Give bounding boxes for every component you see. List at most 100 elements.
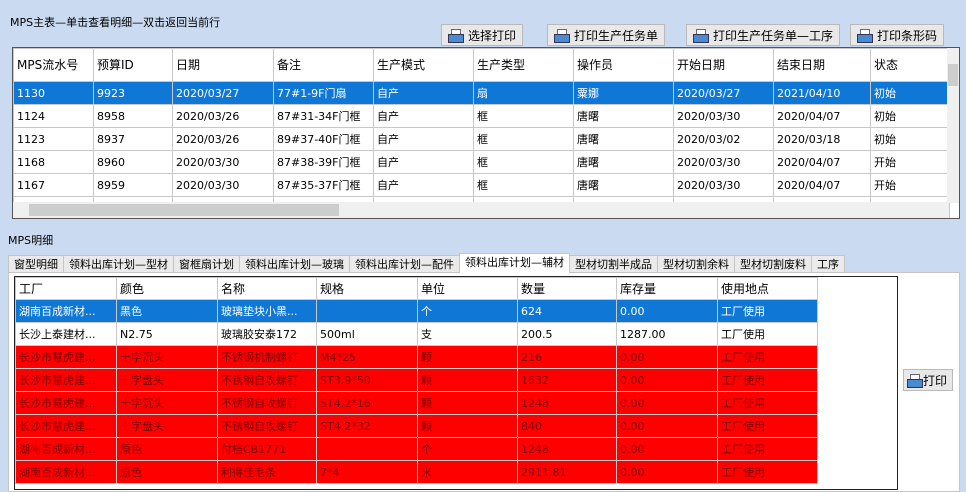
printer-icon: [907, 373, 923, 388]
table-cell: [316, 437, 418, 461]
column-header[interactable]: 状态: [870, 48, 950, 82]
table-cell: 唐曙: [573, 104, 674, 128]
table-row[interactable]: 湖南百成新材... 黑色 玻璃垫块小黑... 个 624 0.00 工厂使用: [15, 299, 818, 323]
table-cell: 不锈钢自攻螺钉: [217, 414, 317, 438]
table-cell: 自产: [373, 150, 474, 174]
tab[interactable]: 型材切割废料: [734, 255, 812, 273]
table-cell: 框: [473, 127, 574, 151]
column-header[interactable]: MPS流水号: [13, 48, 94, 82]
table-row[interactable]: 长沙市慧虎建... 十字盘头 不锈钢自攻螺钉 ST3.9*50 颗 1632 0.00 工厂使…: [15, 368, 818, 392]
table-cell: [316, 299, 418, 323]
table-row[interactable]: 长沙市慧虎建... 十字沉头 不锈钢机制螺钉 M4*25 颗 216 0.00 工厂使用: [15, 345, 818, 369]
table-cell: 原色: [116, 460, 218, 484]
button-label: 打印生产任务单—工序: [713, 28, 834, 43]
scroll-thumb[interactable]: [948, 64, 958, 86]
table-row[interactable]: 长沙上泰建材... N2.75 玻璃胶安泰172 500ml 支 200.5 1287.00…: [15, 322, 818, 346]
print-barcode-button[interactable]: 打印条形码: [850, 24, 945, 46]
column-header[interactable]: 单位: [417, 277, 518, 300]
column-header[interactable]: 日期: [172, 48, 274, 82]
tab[interactable]: 领料出库计划—配件: [349, 255, 460, 273]
table-cell: 自产: [373, 173, 474, 197]
printer-icon: [554, 28, 570, 43]
column-header[interactable]: 名称: [217, 277, 317, 300]
master-grid[interactable]: MPS流水号 预算ID 日期 备注 生产模式 生产类型 操作员 开始日期 结束日期 状态 1130 9…: [12, 47, 960, 219]
table-cell: 2020/03/30: [172, 150, 274, 174]
vertical-scrollbar[interactable]: [947, 48, 959, 203]
table-cell: 2020/03/30: [673, 173, 774, 197]
table-row[interactable]: 1123 8937 2020/03/26 89#37-40F门框 自产框唐曙 2020/0…: [13, 127, 950, 151]
table-cell: 不锈钢自攻螺钉: [217, 368, 317, 392]
column-header[interactable]: 操作员: [573, 48, 674, 82]
table-cell: 唐曙: [573, 127, 674, 151]
table-cell: 唐曙: [573, 150, 674, 174]
table-row[interactable]: 1124 8958 2020/03/26 87#31-34F门框 自产框唐曙 2020/0…: [13, 104, 950, 128]
table-cell: 湖南百成新材...: [15, 460, 117, 484]
detail-title: MPS明细: [8, 234, 54, 247]
table-cell: 长沙市慧虎建...: [15, 345, 117, 369]
table-row[interactable]: 长沙市慧虎建... 十字沉头 不锈钢自攻螺钉 ST4.2*16 颗 1248 0.00 工厂使…: [15, 391, 818, 415]
table-cell: 初始: [870, 127, 950, 151]
table-cell: 2020/04/07: [773, 150, 871, 174]
detail-grid[interactable]: 工厂 颜色 名称 规格 单位 数量 库存量 使用地点 湖南百成新材... 黑色 玻璃垫块小黑... 个…: [14, 276, 898, 490]
column-header[interactable]: 使用地点: [717, 277, 818, 300]
table-row[interactable]: 1130 9923 2020/03/27 77#1-9F门扇 自产扇粟娜 2020/03/…: [13, 81, 950, 105]
table-cell: M4*25: [316, 345, 418, 369]
tab[interactable]: 窗框扇计划: [173, 255, 240, 273]
table-cell: 工厂使用: [717, 414, 818, 438]
table-cell: 1248: [517, 391, 617, 415]
table-cell: 500ml: [316, 322, 418, 346]
table-cell: 工厂使用: [717, 345, 818, 369]
table-row[interactable]: 长沙市慧虎建... 十字盘头 不锈钢自攻螺钉 ST4.2*32 颗 840 0.00 工厂使用: [15, 414, 818, 438]
table-cell: 不锈钢机制螺钉: [217, 345, 317, 369]
column-header[interactable]: 生产模式: [373, 48, 474, 82]
print-task-button[interactable]: 打印生产任务单: [547, 24, 666, 46]
print-button[interactable]: 打印: [903, 369, 953, 391]
table-cell: 颗: [417, 345, 518, 369]
table-cell: 自产: [373, 104, 474, 128]
table-row[interactable]: 湖南百成新材... 原色 付档CB1771 个 1248 0.00 工厂使用: [15, 437, 818, 461]
scroll-thumb[interactable]: [29, 204, 339, 216]
table-cell: 十字盘头: [116, 414, 218, 438]
table-cell: 1632: [517, 368, 617, 392]
column-header[interactable]: 备注: [273, 48, 374, 82]
tab[interactable]: 领料出库计划—玻璃: [239, 255, 350, 273]
table-cell: 自产: [373, 81, 474, 105]
table-cell: 87#35-37F门框: [273, 173, 374, 197]
column-header[interactable]: 生产类型: [473, 48, 574, 82]
column-header[interactable]: 库存量: [616, 277, 718, 300]
table-cell: 1168: [13, 150, 94, 174]
column-header[interactable]: 开始日期: [673, 48, 774, 82]
table-cell: 1123: [13, 127, 94, 151]
column-header[interactable]: 规格: [316, 277, 418, 300]
tab[interactable]: 窗型明细: [8, 255, 64, 273]
table-cell: 0.00: [616, 345, 718, 369]
table-row[interactable]: 1168 8960 2020/03/30 87#38-39F门框 自产框唐曙 2020/0…: [13, 150, 950, 174]
column-header[interactable]: 工厂: [15, 277, 117, 300]
column-header[interactable]: 数量: [517, 277, 617, 300]
horizontal-scrollbar[interactable]: [13, 202, 949, 218]
tab[interactable]: 型材切割半成品: [569, 255, 658, 273]
column-header[interactable]: 结束日期: [773, 48, 871, 82]
table-row[interactable]: 1167 8959 2020/03/30 87#35-37F门框 自产框唐曙 2020/0…: [13, 173, 950, 197]
table-cell: 2020/03/27: [673, 81, 774, 105]
column-header[interactable]: 预算ID: [93, 48, 173, 82]
table-cell: ST4.2*16: [316, 391, 418, 415]
table-cell: 框: [473, 150, 574, 174]
tab[interactable]: 工序: [811, 255, 845, 273]
select-print-button[interactable]: 选择打印: [441, 24, 524, 46]
table-row[interactable]: 湖南百成新材... 原色 利得佳毛条 7*4 米 2911.81 0.00 工厂使用: [15, 460, 818, 484]
tab[interactable]: 领料出库计划—辅材: [459, 253, 570, 273]
table-cell: 8960: [93, 150, 173, 174]
print-task-process-button[interactable]: 打印生产任务单—工序: [686, 24, 841, 46]
column-header[interactable]: 颜色: [116, 277, 218, 300]
table-cell: 2021/04/10: [773, 81, 871, 105]
table-cell: 十字沉头: [116, 391, 218, 415]
tab[interactable]: 领料出库计划—型材: [63, 255, 174, 273]
table-cell: 黑色: [116, 299, 218, 323]
table-cell: 8958: [93, 104, 173, 128]
printer-icon: [448, 28, 464, 43]
table-cell: 唐曙: [573, 173, 674, 197]
table-cell: 工厂使用: [717, 299, 818, 323]
tab[interactable]: 型材切割余料: [657, 255, 735, 273]
table-cell: 0.00: [616, 414, 718, 438]
